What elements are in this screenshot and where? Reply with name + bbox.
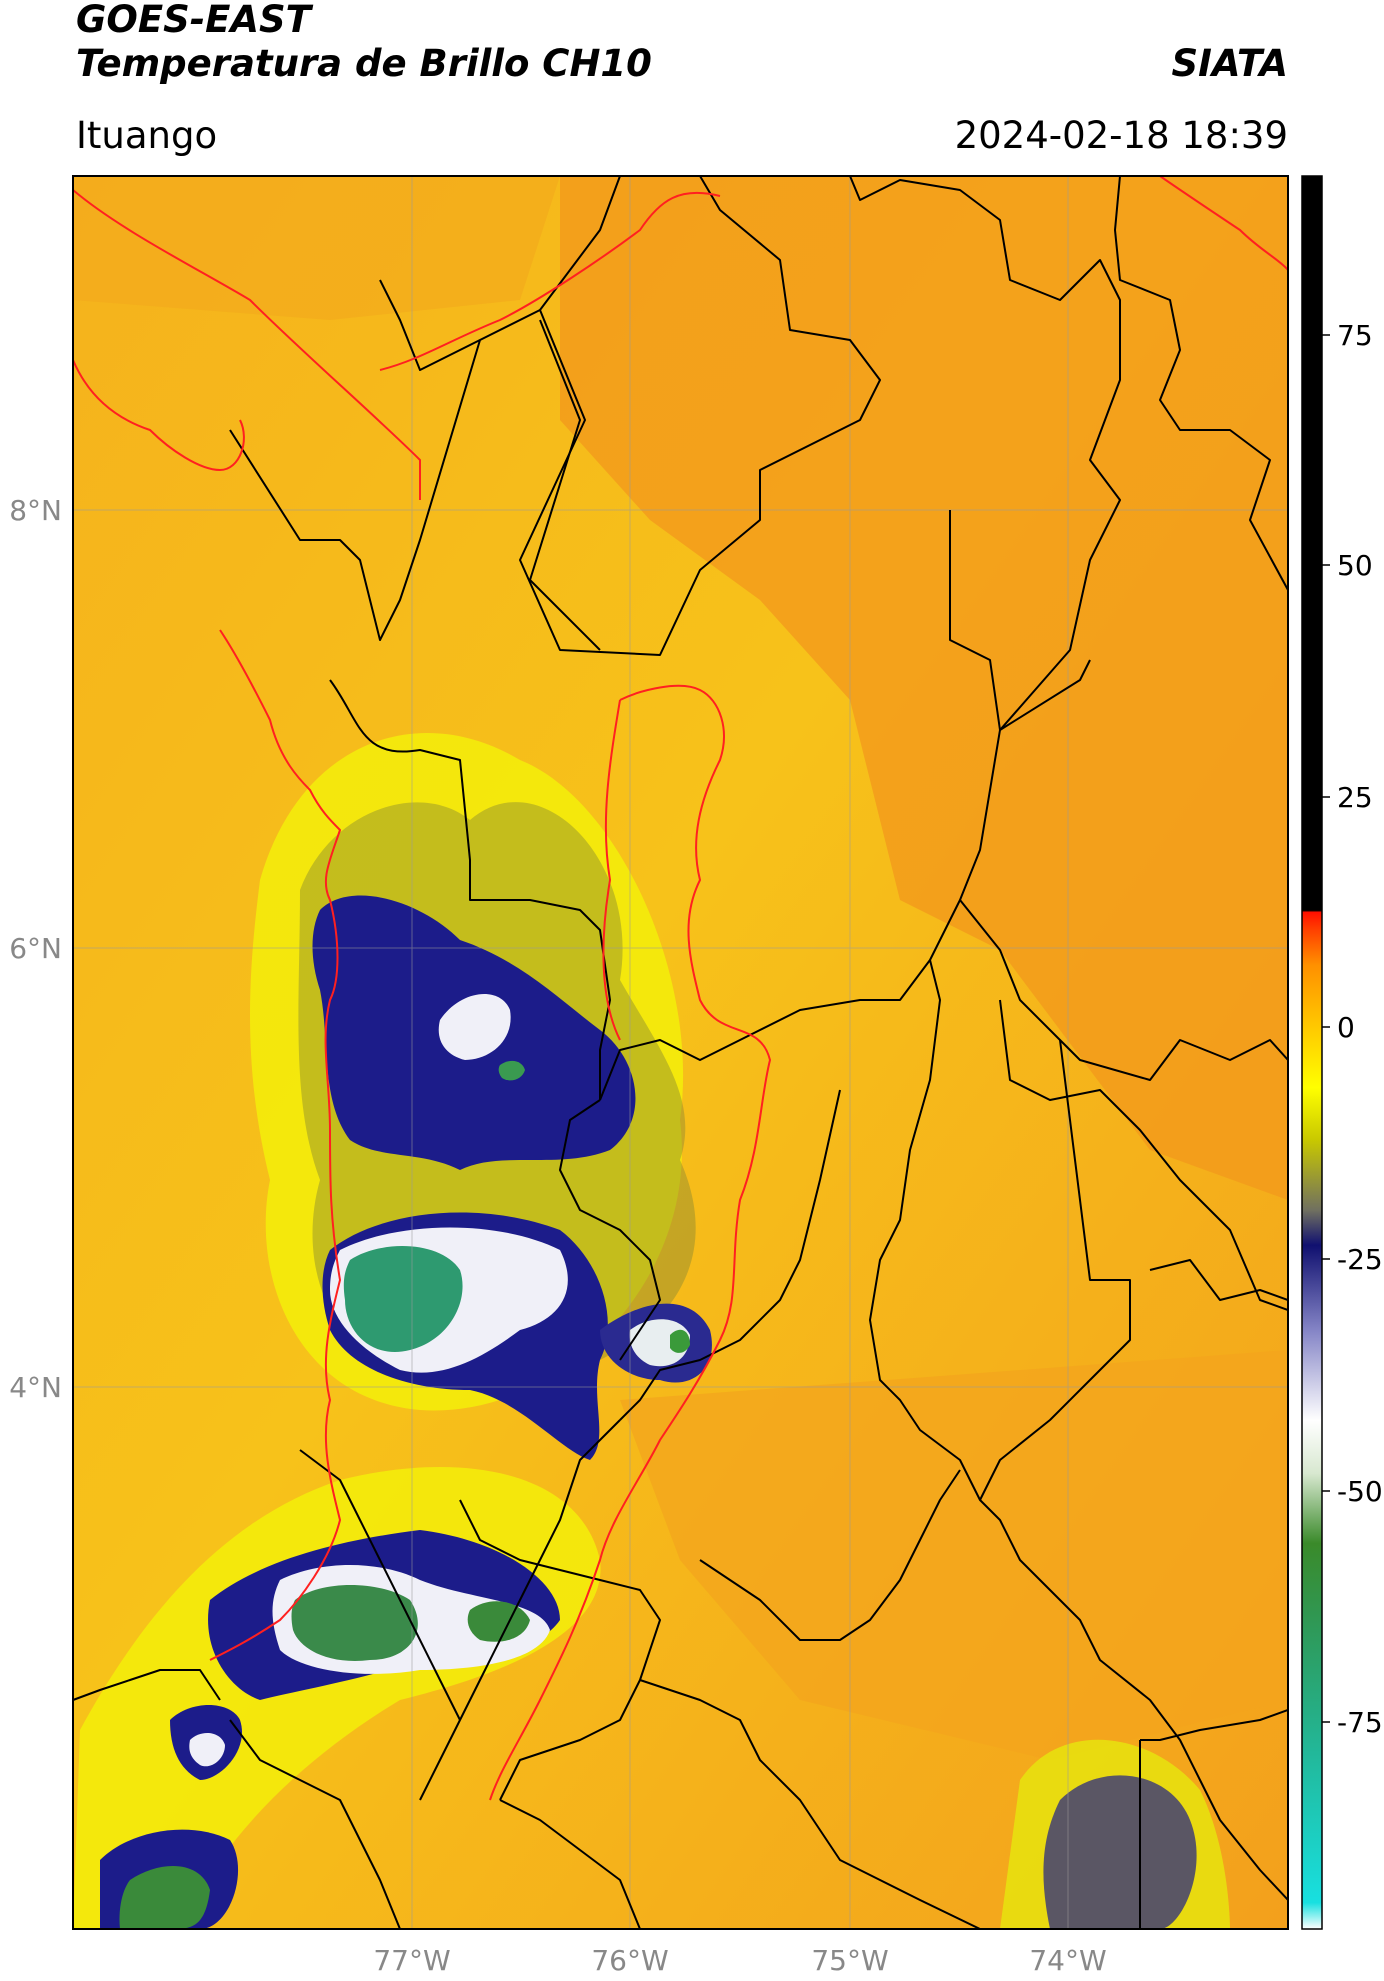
lon-axis: 77°W 76°W 75°W 74°W [373, 1944, 1106, 1977]
cloud-core-north [498, 1060, 525, 1081]
border-north-antioquia [529, 319, 601, 651]
border-cauca-east [499, 1799, 641, 1929]
cloud-white-east [629, 1319, 690, 1367]
cloud-core-east [670, 1329, 690, 1353]
border-casanare [1149, 1259, 1288, 1301]
admin-borders [73, 176, 1288, 1929]
border-antioquia-east [599, 729, 1001, 1101]
border-bolivar-west [849, 176, 1121, 731]
border-meta [1140, 1709, 1288, 1741]
boundary-antioquia-west-highlight [602, 699, 621, 1041]
colorbar-label-neg75: -75 [1337, 1706, 1383, 1739]
border-tolima-east [699, 1469, 961, 1641]
colorbar-label-75: 75 [1337, 319, 1373, 352]
coast-caribbean [379, 191, 721, 371]
lon-label-77w: 77°W [373, 1944, 450, 1977]
border-bolivar-south [949, 510, 1091, 731]
timestamp-label: 2024-02-18 18:39 [954, 114, 1288, 157]
lat-axis: 8°N 6°N 4°N [9, 494, 62, 1404]
colorbar-label-0: 0 [1337, 1011, 1355, 1044]
coast-panama-north [73, 189, 421, 500]
product-title: Temperatura de Brillo CH10 [76, 42, 652, 85]
lon-label-76w: 76°W [591, 1944, 668, 1977]
coastline [73, 176, 1288, 1801]
border-uraba [379, 279, 541, 371]
map-frame [72, 175, 1289, 1930]
border-cauca [229, 1719, 401, 1929]
border-narino [73, 1669, 221, 1701]
coast-guajira [1159, 176, 1288, 271]
cloud-navy-southeast [1043, 1775, 1197, 1929]
lat-label-8n: 8°N [9, 494, 62, 527]
colorbar-label-neg25: -25 [1337, 1243, 1383, 1276]
warm-region-north [73, 176, 560, 320]
lon-label-74w: 74°W [1029, 1944, 1106, 1977]
coast-pacific [209, 629, 341, 1661]
border-santander [999, 999, 1288, 1311]
location-label: Ituango [76, 114, 218, 157]
lon-label-75w: 75°W [811, 1944, 888, 1977]
border-huila [639, 1679, 981, 1929]
colorbar-ticks [1322, 334, 1330, 1723]
border-antioquia-west [329, 679, 611, 1100]
border-cordoba [519, 176, 881, 656]
cloud-white-north [438, 993, 511, 1060]
satellite-title: GOES-EAST [76, 0, 311, 41]
cloud-core-south [291, 1585, 418, 1661]
coast-darien [73, 359, 245, 471]
border-valle [419, 1419, 621, 1801]
map-area [73, 176, 1288, 1929]
border-cesar [1114, 176, 1288, 591]
border-caldas [619, 1089, 841, 1421]
graticule [73, 176, 1288, 1929]
colorbar-label-50: 50 [1337, 549, 1373, 582]
cloud-white-southwest [189, 1733, 225, 1767]
border-risaralda [559, 1099, 661, 1361]
colorbar-label-25: 25 [1337, 781, 1373, 814]
lat-label-6n: 6°N [9, 932, 62, 965]
warm-region-east [560, 176, 1288, 1200]
colorbar-label-neg50: -50 [1337, 1475, 1383, 1508]
border-boyaca-north [959, 899, 1288, 1081]
warm-region-south [620, 1350, 1288, 1760]
border-boyaca-central [979, 1039, 1131, 1501]
colorbar: 75 50 25 0 -25 -50 -75 [1301, 175, 1383, 1930]
cloud-core-corner [119, 1866, 210, 1929]
lat-label-4n: 4°N [9, 1371, 62, 1404]
border-tolima [459, 1499, 661, 1801]
border-choco-north [229, 339, 481, 641]
border-choco-south [299, 1449, 461, 1721]
brand-label: SIATA [1171, 42, 1288, 85]
cloud-core-central [343, 1246, 463, 1352]
colorbar-scale [1301, 175, 1323, 1930]
boundary-antioquia-highlight [489, 684, 771, 1801]
